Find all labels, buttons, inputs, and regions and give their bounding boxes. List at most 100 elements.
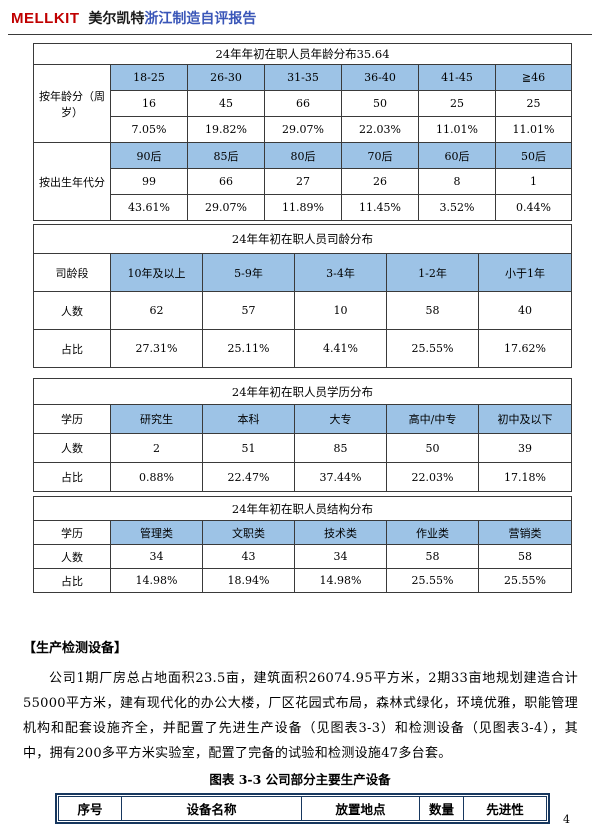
- decade-count-cell: 1: [495, 168, 572, 195]
- structure-count-cell: 34: [294, 544, 387, 569]
- device-col-header-advancement: 先进性: [463, 796, 547, 821]
- tenure-header-cell: 5-9年: [202, 253, 295, 292]
- tenure-header-cell: 1-2年: [386, 253, 479, 292]
- tenure-count-cell: 58: [386, 291, 479, 330]
- decade-count-cell: 99: [110, 168, 188, 195]
- decade-count-cell: 66: [187, 168, 265, 195]
- age-count-cell: 25: [418, 90, 496, 117]
- age-pct-cell: 29.07%: [264, 116, 342, 143]
- education-header-cell: 高中/中专: [386, 404, 479, 434]
- education-pct-cell: 22.03%: [386, 462, 479, 492]
- tenure-pct-label: 占比: [33, 329, 111, 368]
- education-table-title: 24年年初在职人员学历分布: [33, 378, 572, 405]
- tenure-count-cell: 40: [478, 291, 572, 330]
- page-number: 4: [563, 813, 570, 826]
- age-header-cell: 41-45: [418, 64, 496, 91]
- age-count-cell: 66: [264, 90, 342, 117]
- education-count-cell: 2: [110, 433, 203, 463]
- education-header-cell: 大专: [294, 404, 387, 434]
- page-header: MELLKIT 美尔凯特浙江制造自评报告: [0, 0, 600, 32]
- header-title-blue: 浙江制造自评报告: [144, 11, 257, 27]
- age-pct-cell: 19.82%: [187, 116, 265, 143]
- decade-pct-cell: 11.45%: [341, 194, 419, 221]
- structure-distribution-table: 24年年初在职人员结构分布 学历 管理类 文职类 技术类 作业类 营销类 人数 …: [33, 496, 572, 593]
- age-pct-cell: 7.05%: [110, 116, 188, 143]
- figure-caption: 图表 3-3 公司部分主要生产设备: [209, 772, 391, 787]
- tenure-pct-cell: 17.62%: [478, 329, 572, 368]
- structure-header-cell: 技术类: [294, 520, 387, 545]
- age-count-cell: 16: [110, 90, 188, 117]
- device-table-border-box: 序号 设备名称 放置地点 数量 先进性: [55, 793, 550, 824]
- age-header-cell: 36-40: [341, 64, 419, 91]
- education-distribution-table: 24年年初在职人员学历分布 学历 研究生 本科 大专 高中/中专 初中及以下 人…: [33, 378, 572, 492]
- decade-count-cell: 26: [341, 168, 419, 195]
- decade-pct-cell: 0.44%: [495, 194, 572, 221]
- header-rule: [8, 34, 592, 35]
- age-header-cell: 18-25: [110, 64, 188, 91]
- structure-count-cell: 58: [478, 544, 572, 569]
- education-pct-cell: 22.47%: [202, 462, 295, 492]
- education-pct-cell: 37.44%: [294, 462, 387, 492]
- age-table-title: 24年年初在职人员年龄分布35.64: [33, 43, 572, 65]
- education-count-cell: 85: [294, 433, 387, 463]
- age-distribution-table: 24年年初在职人员年龄分布35.64 按年龄分（周岁） 18-25 26-30 …: [33, 43, 572, 221]
- decade-pct-cell: 29.07%: [187, 194, 265, 221]
- age-header-cell: 31-35: [264, 64, 342, 91]
- education-header-cell: 研究生: [110, 404, 203, 434]
- education-row-label: 学历: [33, 404, 111, 434]
- structure-pct-cell: 18.94%: [202, 568, 295, 593]
- education-pct-cell: 17.18%: [478, 462, 572, 492]
- decade-pct-cell: 11.89%: [264, 194, 342, 221]
- tenure-count-cell: 62: [110, 291, 203, 330]
- age-count-cell: 50: [341, 90, 419, 117]
- age-pct-cell: 22.03%: [341, 116, 419, 143]
- structure-row-label: 学历: [33, 520, 111, 545]
- structure-count-cell: 58: [386, 544, 479, 569]
- age-header-cell: ≧46: [495, 64, 572, 91]
- decade-count-cell: 27: [264, 168, 342, 195]
- brand-logo-text: MELLKIT: [11, 10, 80, 27]
- decade-group-label: 按出生年代分: [33, 142, 111, 221]
- device-col-header-quantity: 数量: [419, 796, 464, 821]
- education-count-cell: 39: [478, 433, 572, 463]
- structure-count-cell: 43: [202, 544, 295, 569]
- tenure-header-cell: 10年及以上: [110, 253, 203, 292]
- structure-table-title: 24年年初在职人员结构分布: [33, 496, 572, 521]
- structure-pct-label: 占比: [33, 568, 111, 593]
- education-count-label: 人数: [33, 433, 111, 463]
- age-count-cell: 45: [187, 90, 265, 117]
- decade-header-cell: 85后: [187, 142, 265, 169]
- structure-count-cell: 34: [110, 544, 203, 569]
- tenure-pct-cell: 4.41%: [294, 329, 387, 368]
- decade-header-cell: 60后: [418, 142, 496, 169]
- age-group-label: 按年龄分（周岁）: [33, 64, 111, 143]
- education-header-cell: 初中及以下: [478, 404, 572, 434]
- education-pct-label: 占比: [33, 462, 111, 492]
- tenure-pct-cell: 25.55%: [386, 329, 479, 368]
- tenure-count-cell: 10: [294, 291, 387, 330]
- header-title-dark: 美尔凯特: [88, 11, 145, 27]
- structure-header-cell: 文职类: [202, 520, 295, 545]
- decade-header-cell: 80后: [264, 142, 342, 169]
- decade-header-cell: 50后: [495, 142, 572, 169]
- age-pct-cell: 11.01%: [418, 116, 496, 143]
- device-col-header-location: 放置地点: [301, 796, 420, 821]
- tenure-distribution-table: 24年年初在职人员司龄分布 司龄段 10年及以上 5-9年 3-4年 1-2年 …: [33, 224, 572, 368]
- device-table: 序号 设备名称 放置地点 数量 先进性: [58, 796, 547, 821]
- age-header-cell: 26-30: [187, 64, 265, 91]
- device-col-header-name: 设备名称: [121, 796, 302, 821]
- education-header-cell: 本科: [202, 404, 295, 434]
- structure-pct-cell: 14.98%: [110, 568, 203, 593]
- tenure-pct-cell: 25.11%: [202, 329, 295, 368]
- body-paragraph: 公司1期厂房总占地面积23.5亩，建筑面积26074.95平方米，2期33亩地规…: [23, 671, 578, 761]
- structure-pct-cell: 14.98%: [294, 568, 387, 593]
- decade-count-cell: 8: [418, 168, 496, 195]
- structure-header-cell: 作业类: [386, 520, 479, 545]
- tenure-pct-cell: 27.31%: [110, 329, 203, 368]
- structure-pct-cell: 25.55%: [386, 568, 479, 593]
- tenure-count-cell: 57: [202, 291, 295, 330]
- education-pct-cell: 0.88%: [110, 462, 203, 492]
- structure-pct-cell: 25.55%: [478, 568, 572, 593]
- age-pct-cell: 11.01%: [495, 116, 572, 143]
